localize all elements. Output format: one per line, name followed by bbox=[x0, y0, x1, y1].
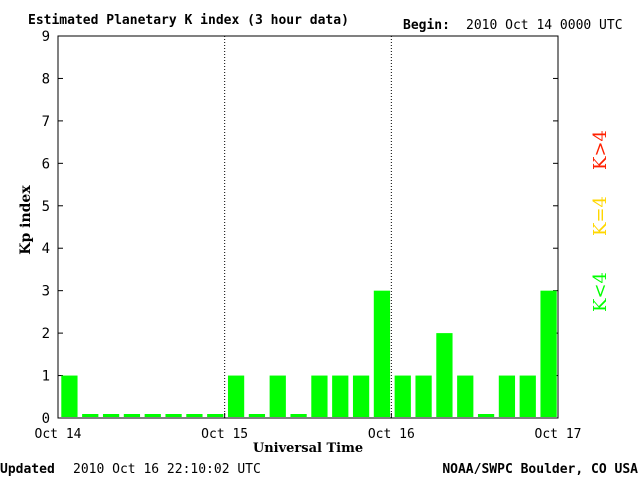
y-tick-label: 1 bbox=[42, 369, 50, 385]
x-tick-label: Oct 14 bbox=[35, 427, 82, 442]
y-tick-label: 3 bbox=[42, 284, 50, 300]
begin-value: 2010 Oct 14 0000 UTC bbox=[466, 18, 623, 33]
kp-bar bbox=[311, 375, 328, 417]
updated-value: 2010 Oct 16 22:10:02 UTC bbox=[73, 462, 261, 477]
kp-bar bbox=[477, 414, 495, 417]
kp-bar bbox=[394, 375, 411, 417]
x-axis-label: Universal Time bbox=[253, 441, 363, 456]
y-tick-label: 6 bbox=[42, 156, 50, 172]
kp-bar bbox=[165, 414, 182, 417]
kp-bar bbox=[144, 414, 161, 417]
chart-title: Estimated Planetary K index (3 hour data… bbox=[28, 13, 349, 28]
legend-item: K=4 bbox=[590, 196, 611, 236]
plot-area: 0 1 2 3 4 5 6 7 8 9 Oct 14 Oct 15 Oct 16 Oct 17 bbox=[35, 29, 582, 442]
y-tick-label: 2 bbox=[42, 326, 50, 342]
kp-bar bbox=[540, 290, 557, 417]
y-tick-label: 7 bbox=[42, 114, 50, 130]
kp-bar bbox=[248, 414, 266, 417]
kp-bar bbox=[436, 333, 453, 417]
kp-bar bbox=[457, 375, 474, 417]
kp-bar bbox=[207, 414, 224, 417]
kp-bar bbox=[373, 290, 391, 417]
kp-bar bbox=[102, 414, 120, 417]
plot-frame bbox=[57, 35, 559, 419]
kp-bar bbox=[227, 375, 245, 417]
y-tick-label: 8 bbox=[42, 71, 50, 87]
kp-bar bbox=[269, 375, 286, 417]
begin-label: Begin: bbox=[403, 18, 450, 33]
credit-text: NOAA/SWPC Boulder, CO USA bbox=[442, 462, 638, 477]
y-axis-label: Kp index bbox=[18, 185, 34, 255]
kp-bar bbox=[123, 414, 141, 417]
x-tick-label: Oct 16 bbox=[368, 427, 415, 442]
legend-item: K<4 bbox=[590, 272, 611, 312]
kp-bar bbox=[82, 414, 99, 417]
kp-bar bbox=[61, 375, 78, 417]
updated-label: Updated bbox=[0, 462, 55, 477]
y-tick-label: 0 bbox=[42, 411, 50, 427]
y-tick-label: 5 bbox=[42, 199, 50, 215]
kp-bar bbox=[186, 414, 203, 417]
kp-bar bbox=[352, 375, 370, 417]
y-tick-label: 9 bbox=[42, 29, 50, 45]
kp-bar bbox=[415, 375, 432, 417]
x-tick-label: Oct 15 bbox=[201, 427, 248, 442]
kp-bar bbox=[519, 375, 536, 417]
kp-bar bbox=[332, 375, 349, 417]
legend: K<4 K=4 K>4 bbox=[590, 130, 611, 312]
kp-bar bbox=[290, 414, 307, 417]
y-tick-label: 4 bbox=[42, 241, 50, 257]
legend-item: K>4 bbox=[590, 130, 611, 170]
kp-bar bbox=[498, 375, 516, 417]
x-tick-label: Oct 17 bbox=[535, 427, 582, 442]
